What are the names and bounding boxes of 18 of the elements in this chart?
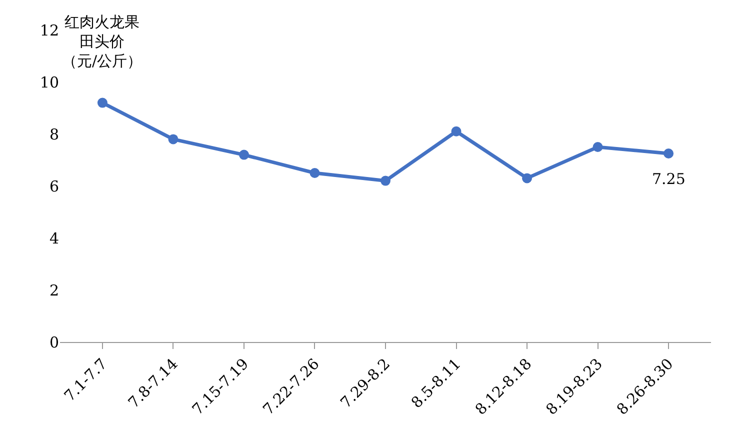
y-axis-title: 红肉火龙果田头价（元/公斤）: [62, 13, 142, 70]
point: [97, 98, 108, 108]
point: [310, 168, 320, 178]
point: [592, 142, 603, 152]
y-tick-label: 0: [49, 333, 59, 352]
point: [451, 126, 462, 136]
point: [664, 148, 674, 158]
y-tick-label: 4: [49, 229, 59, 248]
y-tick-label: 6: [49, 177, 59, 196]
y-tick-label: 10: [40, 73, 59, 92]
point: [380, 176, 390, 186]
point: [168, 134, 178, 144]
y-tick-label: 2: [49, 281, 59, 300]
y-tick-label: 12: [40, 21, 59, 40]
point: [522, 173, 532, 184]
point: [238, 150, 249, 160]
data-label: 7.25: [652, 170, 686, 188]
y-tick-label: 8: [49, 125, 59, 144]
